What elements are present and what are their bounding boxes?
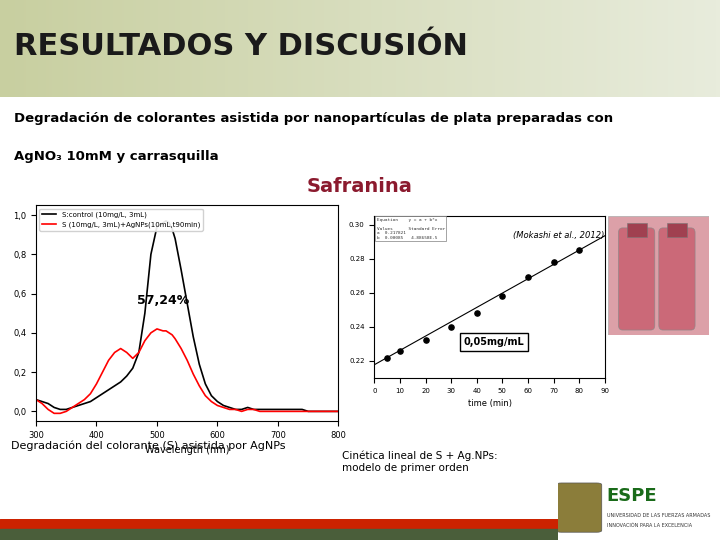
Point — [420, 336, 431, 345]
Text: UNIVERSIDAD DE LAS FUERZAS ARMADAS: UNIVERSIDAD DE LAS FUERZAS ARMADAS — [606, 513, 710, 518]
FancyBboxPatch shape — [659, 228, 695, 330]
Text: RESULTADOS Y DISCUSIÓN: RESULTADOS Y DISCUSIÓN — [14, 32, 468, 61]
Bar — [667, 223, 687, 238]
FancyBboxPatch shape — [618, 228, 654, 330]
Point — [471, 309, 482, 318]
X-axis label: Wavelength (nm): Wavelength (nm) — [145, 446, 230, 455]
Text: Safranina: Safranina — [307, 177, 413, 196]
Text: Degradación de colorantes asistida por nanopartículas de plata preparadas con: Degradación de colorantes asistida por n… — [14, 112, 613, 125]
Text: 57,24%: 57,24% — [137, 294, 189, 307]
FancyBboxPatch shape — [557, 483, 602, 532]
Point — [573, 246, 585, 254]
Text: Equation    y = a + b*x

Values      Standard Error
a  0.217821
b  0.00085   4.8: Equation y = a + b*x Values Standard Err… — [377, 218, 445, 240]
Point — [382, 353, 393, 362]
X-axis label: time (min): time (min) — [467, 399, 512, 408]
Point — [446, 322, 457, 331]
Text: INNOVACIÓN PARA LA EXCELENCIA: INNOVACIÓN PARA LA EXCELENCIA — [606, 523, 692, 528]
Text: ESPE: ESPE — [606, 487, 657, 505]
Text: 0,05mg/mL: 0,05mg/mL — [464, 338, 525, 347]
Bar — [0, 519, 558, 529]
Legend: S:control (10mg/L, 3mL), S (10mg/L, 3mL)+AgNPs(10mL,t90min): S:control (10mg/L, 3mL), S (10mg/L, 3mL)… — [40, 208, 203, 231]
Text: AgNO₃ 10mM y carrasquilla: AgNO₃ 10mM y carrasquilla — [14, 150, 219, 163]
Text: Degradación del colorante (S) asistida por AgNPs: Degradación del colorante (S) asistida p… — [11, 440, 285, 451]
Point — [497, 292, 508, 300]
Text: (Mokashi et al., 2012): (Mokashi et al., 2012) — [513, 231, 605, 240]
Point — [395, 346, 406, 355]
Bar — [626, 223, 647, 238]
Point — [522, 273, 534, 282]
Bar — [0, 529, 558, 540]
Text: Cinética lineal de S + Ag.NPs:
modelo de primer orden: Cinética lineal de S + Ag.NPs: modelo de… — [341, 451, 498, 472]
Point — [548, 258, 559, 266]
